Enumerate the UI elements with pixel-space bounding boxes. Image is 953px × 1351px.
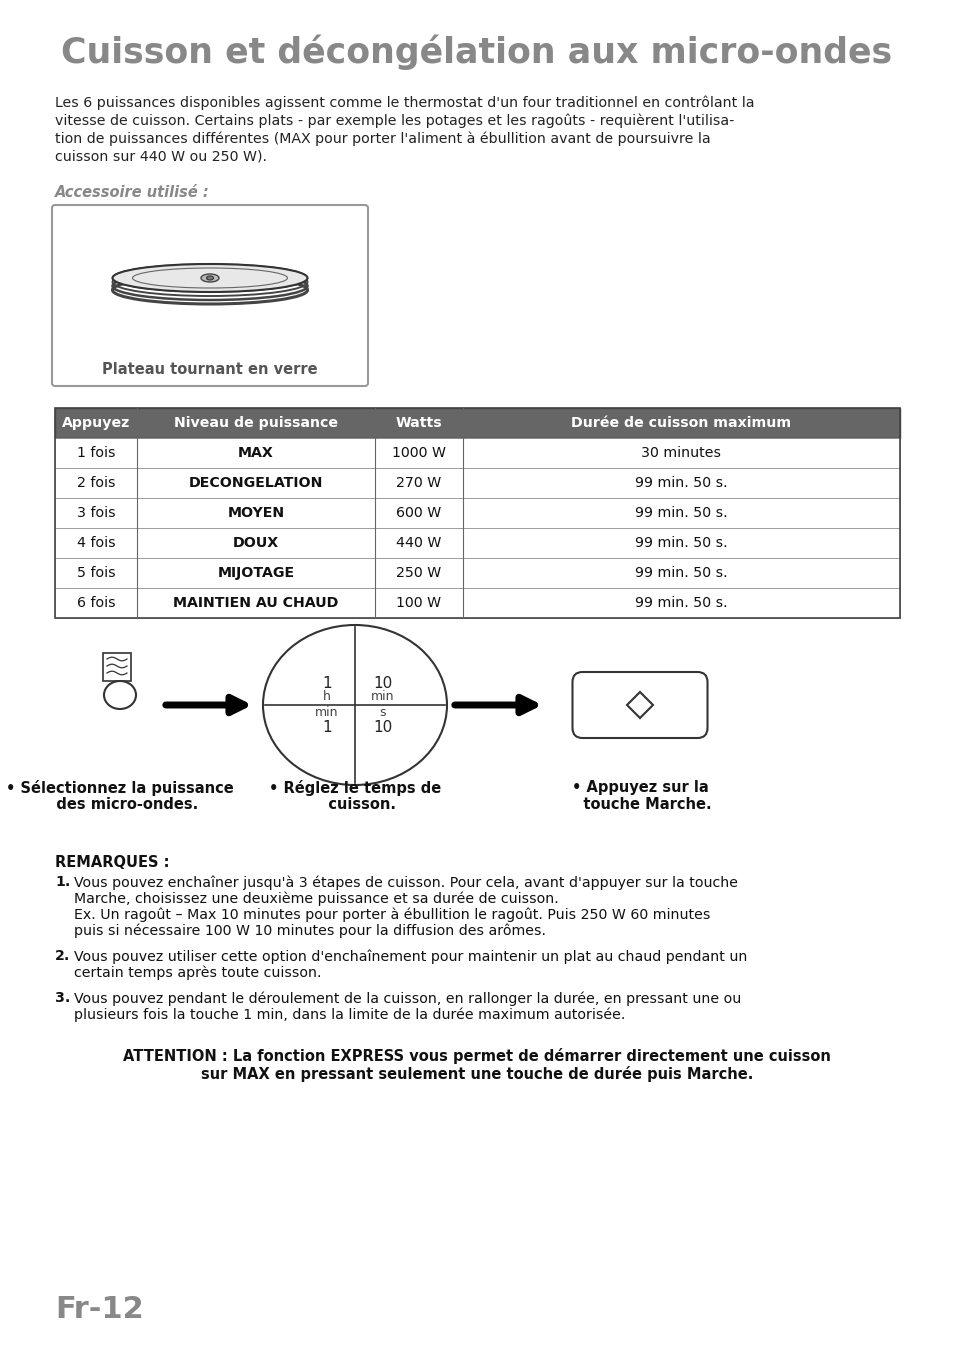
Text: Vous pouvez utiliser cette option d'enchaînement pour maintenir un plat au chaud: Vous pouvez utiliser cette option d'ench… bbox=[74, 948, 746, 963]
Bar bbox=[103, 653, 131, 681]
Text: 99 min. 50 s.: 99 min. 50 s. bbox=[635, 536, 727, 550]
FancyBboxPatch shape bbox=[52, 205, 368, 386]
Bar bbox=[55, 588, 899, 617]
Text: 30 minutes: 30 minutes bbox=[640, 446, 720, 459]
Ellipse shape bbox=[112, 263, 307, 292]
Text: plusieurs fois la touche 1 min, dans la limite de la durée maximum autorisée.: plusieurs fois la touche 1 min, dans la … bbox=[74, 1006, 625, 1021]
Text: 1: 1 bbox=[322, 720, 332, 735]
Text: Ex. Un ragoût – Max 10 minutes pour porter à ébullition le ragoût. Puis 250 W 60: Ex. Un ragoût – Max 10 minutes pour port… bbox=[74, 907, 710, 921]
Text: REMARQUES :: REMARQUES : bbox=[55, 855, 170, 870]
Text: Les 6 puissances disponibles agissent comme le thermostat d'un four traditionnel: Les 6 puissances disponibles agissent co… bbox=[55, 95, 754, 109]
Text: des micro-ondes.: des micro-ondes. bbox=[41, 797, 198, 812]
Text: Vous pouvez enchaîner jusqu'à 3 étapes de cuisson. Pour cela, avant d'appuyer su: Vous pouvez enchaîner jusqu'à 3 étapes d… bbox=[74, 875, 738, 889]
Text: Appuyez: Appuyez bbox=[62, 416, 130, 430]
Text: touche Marche.: touche Marche. bbox=[568, 797, 711, 812]
Ellipse shape bbox=[206, 276, 213, 280]
Text: 440 W: 440 W bbox=[395, 536, 441, 550]
Text: 99 min. 50 s.: 99 min. 50 s. bbox=[635, 507, 727, 520]
Text: 2.: 2. bbox=[55, 948, 71, 963]
Text: 600 W: 600 W bbox=[395, 507, 441, 520]
Text: Niveau de puissance: Niveau de puissance bbox=[173, 416, 337, 430]
Bar bbox=[55, 408, 899, 438]
Text: • Réglez le temps de: • Réglez le temps de bbox=[269, 780, 440, 796]
Text: 250 W: 250 W bbox=[395, 566, 441, 580]
Text: • Appuyez sur la: • Appuyez sur la bbox=[571, 780, 708, 794]
Text: certain temps après toute cuisson.: certain temps après toute cuisson. bbox=[74, 965, 321, 979]
Text: puis si nécessaire 100 W 10 minutes pour la diffusion des arômes.: puis si nécessaire 100 W 10 minutes pour… bbox=[74, 923, 545, 938]
Text: 2 fois: 2 fois bbox=[76, 476, 115, 490]
Bar bbox=[55, 438, 899, 467]
Text: 270 W: 270 W bbox=[395, 476, 441, 490]
Text: 10: 10 bbox=[373, 676, 393, 690]
Ellipse shape bbox=[201, 274, 219, 282]
Text: 1: 1 bbox=[322, 676, 332, 690]
Text: MAINTIEN AU CHAUD: MAINTIEN AU CHAUD bbox=[173, 596, 338, 611]
Text: s: s bbox=[379, 707, 386, 720]
Text: • Sélectionnez la puissance: • Sélectionnez la puissance bbox=[6, 780, 233, 796]
Text: DECONGELATION: DECONGELATION bbox=[189, 476, 323, 490]
Text: MIJOTAGE: MIJOTAGE bbox=[217, 566, 294, 580]
FancyBboxPatch shape bbox=[572, 671, 707, 738]
Text: min: min bbox=[371, 690, 395, 704]
Text: 99 min. 50 s.: 99 min. 50 s. bbox=[635, 566, 727, 580]
Text: Watts: Watts bbox=[395, 416, 442, 430]
Text: 99 min. 50 s.: 99 min. 50 s. bbox=[635, 476, 727, 490]
Text: 6 fois: 6 fois bbox=[76, 596, 115, 611]
Text: vitesse de cuisson. Certains plats - par exemple les potages et les ragoûts - re: vitesse de cuisson. Certains plats - par… bbox=[55, 113, 734, 127]
Text: MOYEN: MOYEN bbox=[227, 507, 284, 520]
Text: tion de puissances différentes (MAX pour porter l'aliment à ébullition avant de : tion de puissances différentes (MAX pour… bbox=[55, 131, 710, 146]
Text: MAX: MAX bbox=[238, 446, 274, 459]
Text: 10: 10 bbox=[373, 720, 393, 735]
Text: Durée de cuisson maximum: Durée de cuisson maximum bbox=[571, 416, 791, 430]
Text: h: h bbox=[323, 690, 331, 704]
Text: Accessoire utilisé :: Accessoire utilisé : bbox=[55, 185, 210, 200]
Text: min: min bbox=[314, 707, 338, 720]
Text: 3 fois: 3 fois bbox=[76, 507, 115, 520]
Bar bbox=[55, 528, 899, 558]
Bar bbox=[55, 558, 899, 588]
Text: 99 min. 50 s.: 99 min. 50 s. bbox=[635, 596, 727, 611]
Bar bbox=[55, 467, 899, 499]
Text: Vous pouvez pendant le déroulement de la cuisson, en rallonger la durée, en pres: Vous pouvez pendant le déroulement de la… bbox=[74, 992, 740, 1005]
Text: 1 fois: 1 fois bbox=[76, 446, 115, 459]
Text: cuisson.: cuisson. bbox=[314, 797, 396, 812]
Text: Plateau tournant en verre: Plateau tournant en verre bbox=[102, 362, 317, 377]
Text: Marche, choisissez une deuxième puissance et sa durée de cuisson.: Marche, choisissez une deuxième puissanc… bbox=[74, 892, 558, 905]
Text: 1.: 1. bbox=[55, 875, 71, 889]
Text: 100 W: 100 W bbox=[396, 596, 441, 611]
Bar bbox=[55, 499, 899, 528]
Bar bbox=[55, 408, 899, 617]
Text: 1000 W: 1000 W bbox=[392, 446, 446, 459]
Text: Cuisson et décongélation aux micro-ondes: Cuisson et décongélation aux micro-ondes bbox=[61, 34, 892, 70]
Text: 3.: 3. bbox=[55, 992, 71, 1005]
Text: cuisson sur 440 W ou 250 W).: cuisson sur 440 W ou 250 W). bbox=[55, 149, 267, 163]
Text: 5 fois: 5 fois bbox=[76, 566, 115, 580]
Text: 4 fois: 4 fois bbox=[76, 536, 115, 550]
Bar bbox=[55, 408, 899, 438]
Text: Fr-12: Fr-12 bbox=[55, 1296, 144, 1324]
Text: DOUX: DOUX bbox=[233, 536, 279, 550]
Text: ATTENTION : La fonction EXPRESS vous permet de démarrer directement une cuisson: ATTENTION : La fonction EXPRESS vous per… bbox=[123, 1048, 830, 1065]
Text: sur MAX en pressant seulement une touche de durée puis Marche.: sur MAX en pressant seulement une touche… bbox=[200, 1066, 753, 1082]
Ellipse shape bbox=[263, 626, 447, 785]
